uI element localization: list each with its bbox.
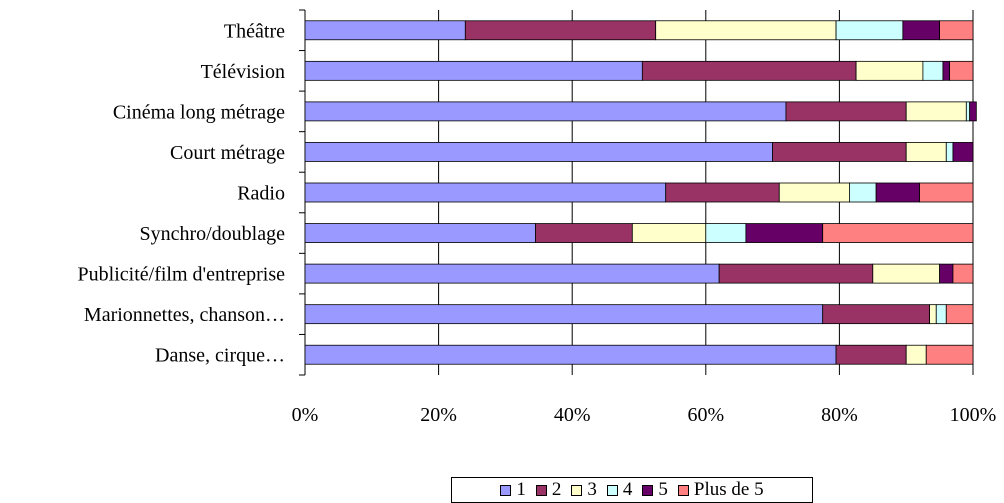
bar-segment — [922, 60, 944, 81]
bar-segment — [905, 142, 947, 162]
bar-segment — [919, 182, 974, 203]
legend-item: 4 — [606, 479, 633, 501]
legend-swatch — [606, 484, 618, 496]
bar-segment — [778, 182, 850, 203]
bar-segment — [772, 142, 907, 162]
bar-segment — [902, 20, 940, 41]
legend-item: 3 — [571, 479, 597, 501]
bar-segment — [945, 142, 954, 162]
legend-item: 2 — [535, 479, 562, 501]
bar-segment — [304, 142, 774, 162]
bar-segment — [849, 182, 877, 203]
bar-segment — [304, 60, 643, 81]
bar-segment — [952, 142, 974, 162]
x-tick-label: 20% — [420, 404, 457, 426]
bar-segment — [939, 20, 974, 41]
bar-segment — [745, 223, 824, 243]
bar-segment — [822, 223, 974, 243]
bar-segment — [631, 223, 707, 243]
bar-segment — [304, 101, 787, 122]
legend-item: Plus de 5 — [677, 479, 764, 501]
category-label: Radio — [237, 183, 285, 205]
bar-segment — [949, 60, 974, 81]
bar-segment — [304, 304, 824, 325]
bar-segment — [952, 263, 974, 284]
bar-segment — [304, 20, 466, 41]
bar-segment — [655, 20, 837, 41]
bar-segment — [785, 101, 907, 122]
bar-segment — [965, 101, 971, 122]
x-tick-label: 40% — [554, 404, 591, 426]
legend-swatch — [535, 484, 547, 496]
legend-swatch — [677, 484, 689, 496]
legend-swatch — [642, 484, 654, 496]
x-tick-label: 80% — [821, 404, 858, 426]
bar-segment — [835, 20, 904, 41]
bar-segment — [939, 263, 954, 284]
bar-segment — [705, 223, 747, 243]
bar-segment — [905, 344, 927, 365]
legend-swatch — [500, 484, 512, 496]
bar-segment — [872, 263, 940, 284]
bar-segment — [304, 182, 667, 203]
x-tick-label: 60% — [687, 404, 724, 426]
bar-segment — [835, 344, 907, 365]
legend-label: 4 — [622, 479, 633, 500]
bar-segment — [855, 60, 924, 81]
category-label: Danse, cirque… — [155, 345, 285, 367]
bar-segment — [929, 304, 937, 325]
bar-segment — [304, 344, 837, 365]
bar-segment — [718, 263, 874, 284]
bar-segment — [304, 223, 536, 243]
category-label: Court métrage — [170, 142, 285, 164]
bar-segment — [935, 304, 947, 325]
category-label: Publicité/film d'entreprise — [78, 264, 286, 286]
bar-segment — [905, 101, 967, 122]
legend: 1 2 3 4 5 Plus de 5 — [451, 477, 813, 503]
bar-segment — [875, 182, 920, 203]
legend-label: 5 — [658, 479, 668, 500]
bar-segment — [969, 101, 977, 122]
category-label: Télévision — [201, 61, 285, 83]
legend-swatch — [571, 484, 583, 496]
legend-item: 5 — [642, 479, 668, 501]
category-label: Cinéma long métrage — [113, 101, 285, 123]
x-tick-label: 0% — [292, 404, 319, 426]
category-label: Synchro/doublage — [139, 223, 285, 245]
bar-segment — [304, 263, 720, 284]
legend-label: 1 — [516, 479, 526, 500]
category-label: Théâtre — [224, 20, 285, 42]
bar-segment — [464, 20, 657, 41]
legend-label: Plus de 5 — [693, 479, 764, 500]
bar-segment — [942, 60, 951, 81]
bar-segment — [925, 344, 974, 365]
bar-segment — [945, 304, 974, 325]
bar-segment — [665, 182, 780, 203]
bar-segment — [822, 304, 930, 325]
category-label: Marionnettes, chanson… — [84, 304, 285, 326]
bar-segment — [641, 60, 857, 81]
bar-segment — [535, 223, 633, 243]
legend-label: 2 — [551, 479, 562, 500]
x-tick-label: 100% — [950, 404, 997, 426]
legend-item: 1 — [500, 479, 526, 501]
legend-label: 3 — [587, 479, 597, 500]
